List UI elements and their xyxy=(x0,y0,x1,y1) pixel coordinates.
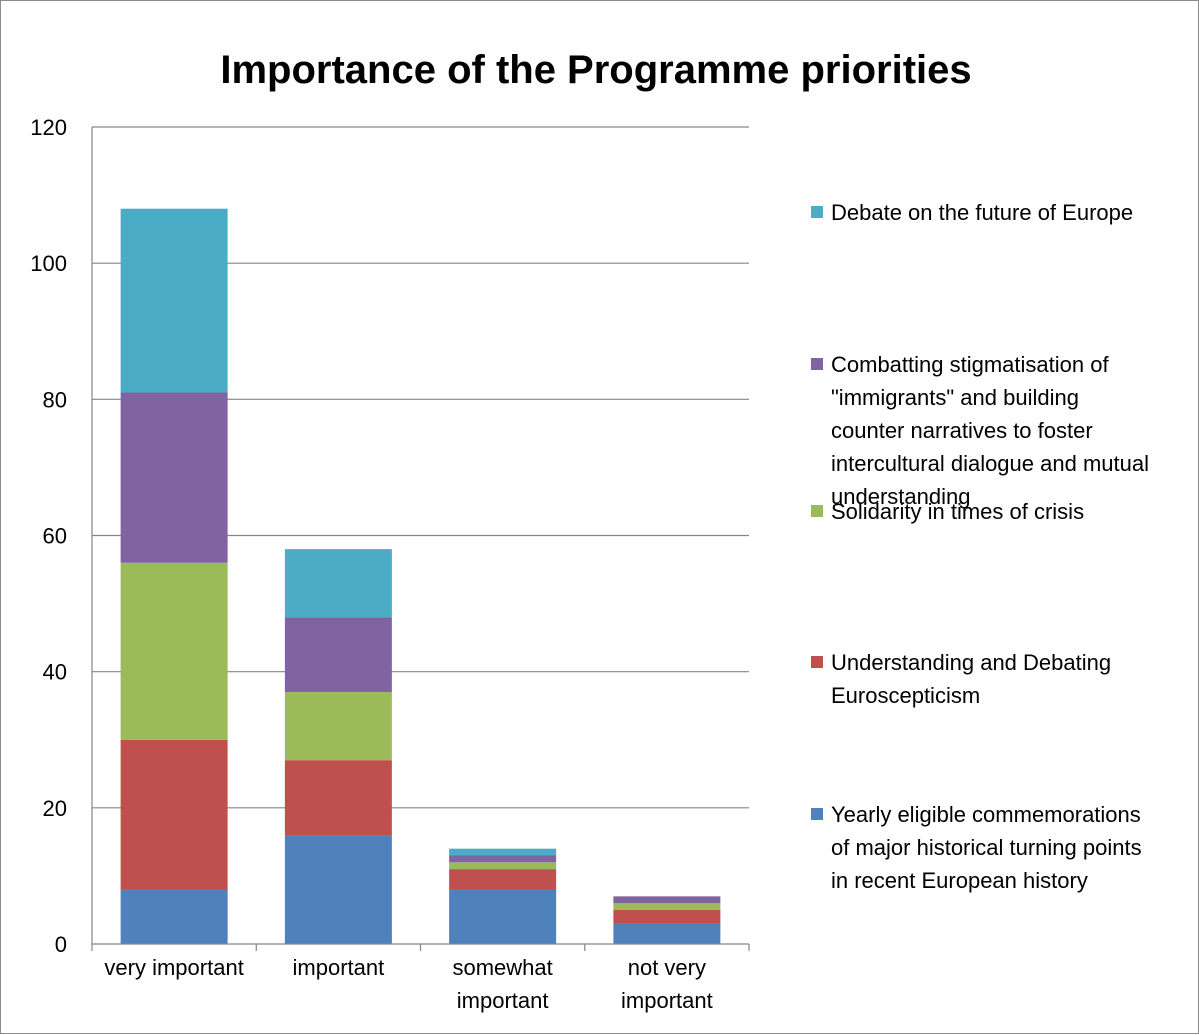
bar-segment xyxy=(120,392,228,563)
x-tick-label: important xyxy=(457,988,549,1013)
bar-segment xyxy=(613,909,721,924)
bar-segment xyxy=(449,855,557,863)
axes xyxy=(91,127,750,951)
bar-segment xyxy=(449,869,557,890)
bars xyxy=(120,208,721,944)
y-tick-label: 80 xyxy=(43,387,67,412)
legend-label: Understanding and Debating xyxy=(831,650,1111,675)
legend-label: understanding xyxy=(831,484,970,509)
y-tick-label: 60 xyxy=(43,524,67,549)
legend-label: Euroscepticism xyxy=(831,683,980,708)
bar-segment xyxy=(284,549,392,618)
chart-title: Importance of the Programme priorities xyxy=(220,48,971,92)
bar-segment xyxy=(120,739,228,890)
bar-segment xyxy=(613,923,721,944)
legend-label: of major historical turning points xyxy=(831,835,1142,860)
x-axis-labels: very important important somewhat important… xyxy=(104,955,712,1013)
bar-segment xyxy=(284,760,392,836)
y-tick-label: 40 xyxy=(43,660,67,685)
legend: Debate on the future of Europe Combatting… xyxy=(811,200,1149,893)
bar-segment xyxy=(284,835,392,944)
x-tick-label: important xyxy=(293,955,385,980)
bar-segment xyxy=(613,903,721,910)
legend-label: "immigrants" and building xyxy=(831,385,1079,410)
bar-segment xyxy=(449,862,557,870)
y-axis-ticks: 0 20 40 60 80 100 120 xyxy=(30,115,67,957)
bar-segment xyxy=(613,896,721,904)
bar-segment xyxy=(120,208,228,393)
legend-swatch xyxy=(811,808,823,820)
legend-label: in recent European history xyxy=(831,868,1088,893)
x-tick-label: somewhat xyxy=(452,955,552,980)
legend-swatch xyxy=(811,656,823,668)
x-tick-label: important xyxy=(621,988,713,1013)
legend-label: Combatting stigmatisation of xyxy=(831,352,1109,377)
legend-swatch xyxy=(811,206,823,218)
legend-label: counter narratives to foster xyxy=(831,418,1093,443)
legend-swatch xyxy=(811,505,823,517)
y-tick-label: 20 xyxy=(43,796,67,821)
legend-swatch xyxy=(811,358,823,370)
legend-label: intercultural dialogue and mutual xyxy=(831,451,1149,476)
bar-segment xyxy=(449,848,557,856)
bar-segment xyxy=(284,617,392,693)
bar-segment xyxy=(449,889,557,944)
bar-segment xyxy=(120,562,228,740)
x-tick-label: not very xyxy=(628,955,706,980)
y-tick-label: 0 xyxy=(55,932,67,957)
x-tick-label: very important xyxy=(104,955,243,980)
legend-label: Debate on the future of Europe xyxy=(831,200,1133,225)
bar-segment xyxy=(284,692,392,761)
y-tick-label: 100 xyxy=(30,251,67,276)
legend-label: Yearly eligible commemorations xyxy=(831,802,1141,827)
legend-label: Solidarity in times of crisis xyxy=(831,499,1084,524)
y-tick-label: 120 xyxy=(30,115,67,140)
bar-segment xyxy=(120,889,228,944)
